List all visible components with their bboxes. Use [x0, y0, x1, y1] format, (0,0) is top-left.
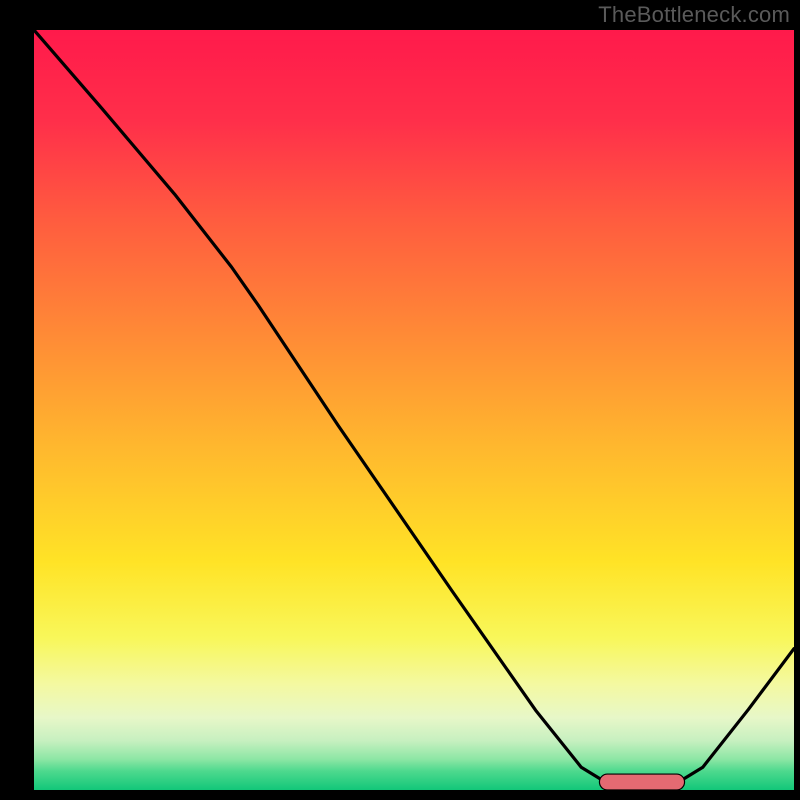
watermark-text: TheBottleneck.com — [598, 2, 790, 28]
plot-area — [34, 30, 794, 790]
chart-container: TheBottleneck.com — [0, 0, 800, 800]
optimal-marker — [599, 774, 684, 790]
gradient-backdrop — [34, 30, 794, 790]
chart-svg — [34, 30, 794, 790]
